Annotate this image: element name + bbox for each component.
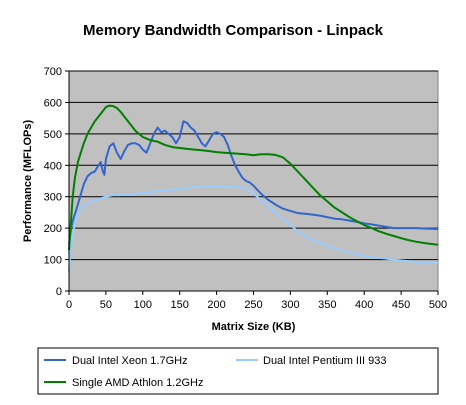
x-tick-label: 50 [100, 299, 112, 311]
y-tick-label: 700 [44, 66, 62, 78]
x-tick-label: 300 [281, 299, 299, 311]
x-tick-label: 200 [207, 299, 225, 311]
y-tick-label: 400 [44, 160, 62, 172]
series-line-0 [68, 120, 439, 245]
x-tick-label: 0 [66, 299, 72, 311]
legend-box [37, 347, 439, 395]
legend-label-athlon: Single AMD Athlon 1.2GHz [72, 377, 203, 389]
legend-label-pentium: Dual Intel Pentium III 933 [263, 355, 387, 367]
y-tick-label: 100 [44, 255, 62, 267]
series-lines [68, 104, 439, 273]
legend: Dual Intel Xeon 1.7GHz Dual Intel Pentiu… [37, 347, 439, 395]
x-tick-label: 450 [392, 299, 410, 311]
chart-title: Memory Bandwidth Comparison - Linpack [83, 22, 384, 39]
y-tick-label: 600 [44, 97, 62, 109]
x-tick-labels: 0 50 100 150 200 250 300 350 400 450 500 [66, 299, 447, 311]
series-line-1 [68, 185, 439, 273]
x-tick-label: 100 [134, 299, 152, 311]
gridlines [69, 70, 438, 261]
x-tick-label: 500 [429, 299, 447, 311]
legend-label-xeon: Dual Intel Xeon 1.7GHz [72, 355, 188, 367]
x-tick-label: 250 [244, 299, 262, 311]
y-tick-label: 300 [44, 192, 62, 204]
x-tick-label: 150 [171, 299, 189, 311]
y-tick-label: 500 [44, 129, 62, 141]
y-axis-title: Performance (MFLOPs) [22, 120, 34, 243]
y-tick-label: 200 [44, 223, 62, 235]
plot-area [68, 70, 439, 292]
y-tick-label: 0 [56, 286, 62, 298]
series-line-2 [68, 104, 439, 251]
axes [65, 70, 439, 295]
x-axis-title: Matrix Size (KB) [212, 321, 296, 333]
x-tick-label: 400 [355, 299, 373, 311]
x-tick-label: 350 [318, 299, 336, 311]
y-tick-labels: 0 100 200 300 400 500 600 700 [44, 66, 62, 298]
